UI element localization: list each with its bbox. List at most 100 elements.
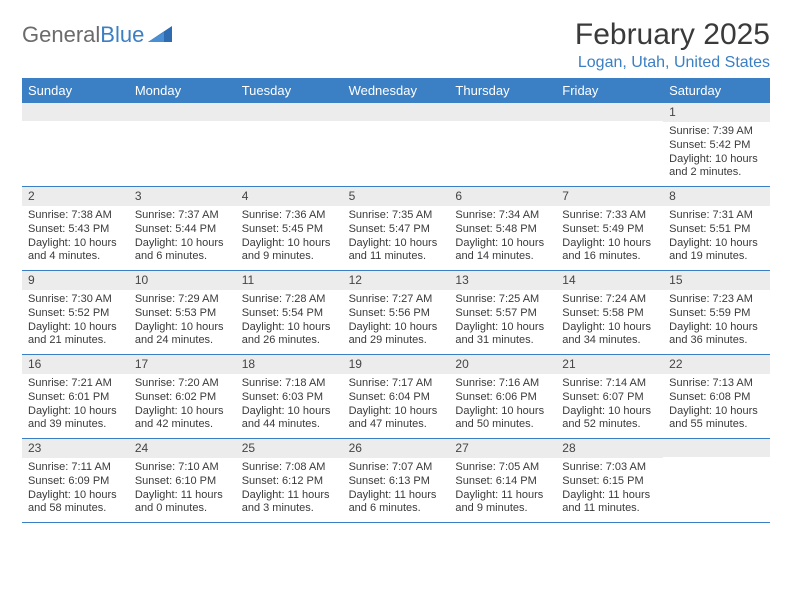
daylight-text: Daylight: 10 hours and 21 minutes. bbox=[28, 321, 123, 349]
daylight-text: Daylight: 10 hours and 2 minutes. bbox=[669, 153, 764, 181]
logo-triangle-icon bbox=[148, 26, 172, 44]
calendar-day-cell: 18Sunrise: 7:18 AMSunset: 6:03 PMDayligh… bbox=[236, 355, 343, 438]
logo-text-right: Blue bbox=[100, 22, 144, 47]
daylight-text: Daylight: 10 hours and 39 minutes. bbox=[28, 405, 123, 433]
daylight-text: Daylight: 10 hours and 52 minutes. bbox=[562, 405, 657, 433]
day-number: 20 bbox=[449, 355, 556, 374]
day-number bbox=[129, 103, 236, 121]
calendar-day-cell bbox=[22, 103, 129, 186]
day-details: Sunrise: 7:38 AMSunset: 5:43 PMDaylight:… bbox=[22, 206, 129, 270]
sunset-text: Sunset: 6:03 PM bbox=[242, 391, 337, 405]
logo-text-left: General bbox=[22, 22, 100, 47]
sunrise-text: Sunrise: 7:30 AM bbox=[28, 293, 123, 307]
day-details: Sunrise: 7:25 AMSunset: 5:57 PMDaylight:… bbox=[449, 290, 556, 354]
calendar-day-cell: 6Sunrise: 7:34 AMSunset: 5:48 PMDaylight… bbox=[449, 187, 556, 270]
sunrise-text: Sunrise: 7:24 AM bbox=[562, 293, 657, 307]
day-details: Sunrise: 7:16 AMSunset: 6:06 PMDaylight:… bbox=[449, 374, 556, 438]
daylight-text: Daylight: 10 hours and 24 minutes. bbox=[135, 321, 230, 349]
calendar-day-cell: 26Sunrise: 7:07 AMSunset: 6:13 PMDayligh… bbox=[343, 439, 450, 522]
daylight-text: Daylight: 10 hours and 29 minutes. bbox=[349, 321, 444, 349]
daylight-text: Daylight: 10 hours and 47 minutes. bbox=[349, 405, 444, 433]
daylight-text: Daylight: 10 hours and 16 minutes. bbox=[562, 237, 657, 265]
day-number: 11 bbox=[236, 271, 343, 290]
page-header: GeneralBlue February 2025 Logan, Utah, U… bbox=[22, 18, 770, 72]
daylight-text: Daylight: 11 hours and 11 minutes. bbox=[562, 489, 657, 517]
calendar-day-cell: 21Sunrise: 7:14 AMSunset: 6:07 PMDayligh… bbox=[556, 355, 663, 438]
day-number bbox=[236, 103, 343, 121]
day-number: 24 bbox=[129, 439, 236, 458]
sunrise-text: Sunrise: 7:20 AM bbox=[135, 377, 230, 391]
sunset-text: Sunset: 6:12 PM bbox=[242, 475, 337, 489]
sunrise-text: Sunrise: 7:38 AM bbox=[28, 209, 123, 223]
day-details: Sunrise: 7:14 AMSunset: 6:07 PMDaylight:… bbox=[556, 374, 663, 438]
day-details: Sunrise: 7:23 AMSunset: 5:59 PMDaylight:… bbox=[663, 290, 770, 354]
day-number: 13 bbox=[449, 271, 556, 290]
sunset-text: Sunset: 5:51 PM bbox=[669, 223, 764, 237]
day-details: Sunrise: 7:13 AMSunset: 6:08 PMDaylight:… bbox=[663, 374, 770, 438]
sunrise-text: Sunrise: 7:35 AM bbox=[349, 209, 444, 223]
day-details: Sunrise: 7:03 AMSunset: 6:15 PMDaylight:… bbox=[556, 458, 663, 522]
day-number bbox=[663, 439, 770, 457]
daylight-text: Daylight: 10 hours and 6 minutes. bbox=[135, 237, 230, 265]
daylight-text: Daylight: 10 hours and 31 minutes. bbox=[455, 321, 550, 349]
calendar-day-cell: 14Sunrise: 7:24 AMSunset: 5:58 PMDayligh… bbox=[556, 271, 663, 354]
day-details: Sunrise: 7:29 AMSunset: 5:53 PMDaylight:… bbox=[129, 290, 236, 354]
day-number: 19 bbox=[343, 355, 450, 374]
day-details: Sunrise: 7:11 AMSunset: 6:09 PMDaylight:… bbox=[22, 458, 129, 522]
daylight-text: Daylight: 11 hours and 9 minutes. bbox=[455, 489, 550, 517]
sunset-text: Sunset: 5:58 PM bbox=[562, 307, 657, 321]
calendar-day-cell: 28Sunrise: 7:03 AMSunset: 6:15 PMDayligh… bbox=[556, 439, 663, 522]
sunset-text: Sunset: 6:15 PM bbox=[562, 475, 657, 489]
sunset-text: Sunset: 6:04 PM bbox=[349, 391, 444, 405]
day-number bbox=[343, 103, 450, 121]
day-number: 5 bbox=[343, 187, 450, 206]
sunrise-text: Sunrise: 7:17 AM bbox=[349, 377, 444, 391]
calendar-day-cell bbox=[556, 103, 663, 186]
daylight-text: Daylight: 10 hours and 26 minutes. bbox=[242, 321, 337, 349]
sunrise-text: Sunrise: 7:07 AM bbox=[349, 461, 444, 475]
day-details: Sunrise: 7:21 AMSunset: 6:01 PMDaylight:… bbox=[22, 374, 129, 438]
day-details: Sunrise: 7:10 AMSunset: 6:10 PMDaylight:… bbox=[129, 458, 236, 522]
calendar-day-cell bbox=[663, 439, 770, 522]
day-number bbox=[449, 103, 556, 121]
sunset-text: Sunset: 6:13 PM bbox=[349, 475, 444, 489]
sunset-text: Sunset: 5:49 PM bbox=[562, 223, 657, 237]
sunset-text: Sunset: 5:56 PM bbox=[349, 307, 444, 321]
sunrise-text: Sunrise: 7:13 AM bbox=[669, 377, 764, 391]
sunrise-text: Sunrise: 7:16 AM bbox=[455, 377, 550, 391]
title-block: February 2025 Logan, Utah, United States bbox=[575, 18, 770, 72]
day-number: 28 bbox=[556, 439, 663, 458]
sunset-text: Sunset: 5:44 PM bbox=[135, 223, 230, 237]
day-details: Sunrise: 7:20 AMSunset: 6:02 PMDaylight:… bbox=[129, 374, 236, 438]
calendar-day-cell bbox=[449, 103, 556, 186]
weekday-header: Tuesday bbox=[236, 79, 343, 102]
sunset-text: Sunset: 5:59 PM bbox=[669, 307, 764, 321]
day-number: 15 bbox=[663, 271, 770, 290]
calendar-day-cell: 17Sunrise: 7:20 AMSunset: 6:02 PMDayligh… bbox=[129, 355, 236, 438]
daylight-text: Daylight: 10 hours and 34 minutes. bbox=[562, 321, 657, 349]
sunrise-text: Sunrise: 7:39 AM bbox=[669, 125, 764, 139]
calendar-day-cell: 23Sunrise: 7:11 AMSunset: 6:09 PMDayligh… bbox=[22, 439, 129, 522]
calendar-day-cell: 19 Sunrise: 7:17 AMSunset: 6:04 PMDayligh… bbox=[343, 355, 450, 438]
day-number: 1 bbox=[663, 103, 770, 122]
day-number: 2 bbox=[22, 187, 129, 206]
day-details: Sunrise: 7:05 AMSunset: 6:14 PMDaylight:… bbox=[449, 458, 556, 522]
sunset-text: Sunset: 5:57 PM bbox=[455, 307, 550, 321]
daylight-text: Daylight: 10 hours and 50 minutes. bbox=[455, 405, 550, 433]
calendar-day-cell: 9Sunrise: 7:30 AMSunset: 5:52 PMDaylight… bbox=[22, 271, 129, 354]
sunrise-text: Sunrise: 7:25 AM bbox=[455, 293, 550, 307]
daylight-text: Daylight: 11 hours and 0 minutes. bbox=[135, 489, 230, 517]
calendar-day-cell: 10Sunrise: 7:29 AMSunset: 5:53 PMDayligh… bbox=[129, 271, 236, 354]
sunrise-text: Sunrise: 7:33 AM bbox=[562, 209, 657, 223]
sunset-text: Sunset: 5:42 PM bbox=[669, 139, 764, 153]
calendar-day-cell: 11Sunrise: 7:28 AMSunset: 5:54 PMDayligh… bbox=[236, 271, 343, 354]
calendar-day-cell: 22Sunrise: 7:13 AMSunset: 6:08 PMDayligh… bbox=[663, 355, 770, 438]
sunset-text: Sunset: 6:06 PM bbox=[455, 391, 550, 405]
day-details: Sunrise: 7:35 AMSunset: 5:47 PMDaylight:… bbox=[343, 206, 450, 270]
day-details: Sunrise: 7:27 AMSunset: 5:56 PMDaylight:… bbox=[343, 290, 450, 354]
sunrise-text: Sunrise: 7:05 AM bbox=[455, 461, 550, 475]
weekday-header: Monday bbox=[129, 79, 236, 102]
day-details: Sunrise: 7:24 AMSunset: 5:58 PMDaylight:… bbox=[556, 290, 663, 354]
sunset-text: Sunset: 5:54 PM bbox=[242, 307, 337, 321]
weekday-header-row: Sunday Monday Tuesday Wednesday Thursday… bbox=[22, 78, 770, 102]
